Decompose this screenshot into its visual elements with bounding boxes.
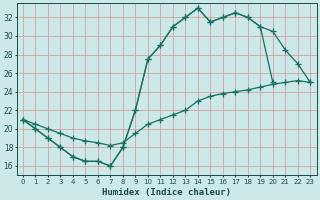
X-axis label: Humidex (Indice chaleur): Humidex (Indice chaleur)	[102, 188, 231, 197]
